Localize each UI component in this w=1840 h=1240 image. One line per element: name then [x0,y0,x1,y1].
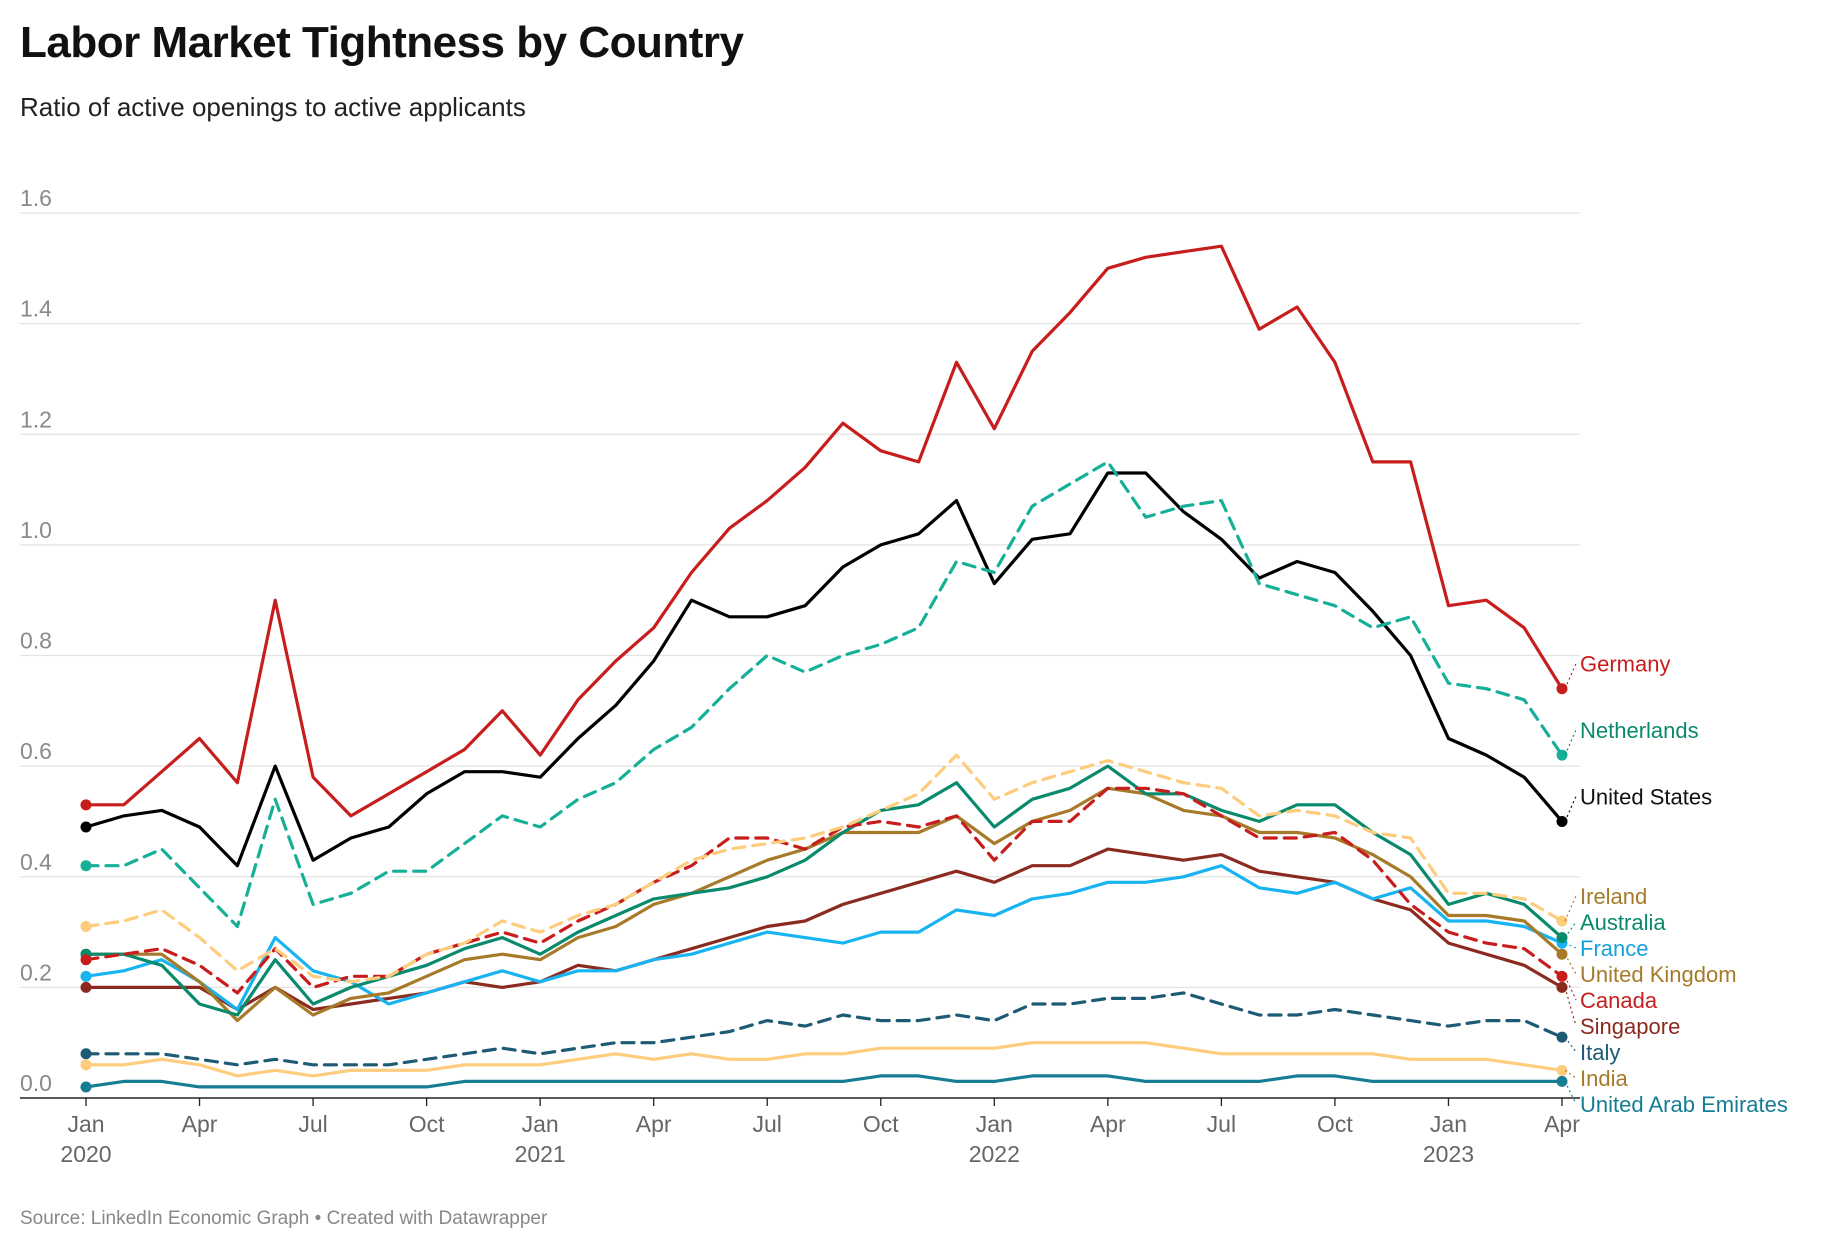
x-tick-label: Oct [863,1111,899,1137]
series-endpoint [1556,915,1568,927]
series-endpoint [80,799,92,811]
x-tick-label: Jul [753,1111,782,1137]
x-tick-label: Jul [298,1111,327,1137]
series-endpoint [1556,981,1568,993]
label-connector [1564,987,1577,1027]
series-line-singapore [84,847,1564,1012]
series-label-united-kingdom: United Kingdom [1580,962,1737,987]
x-axis: Jan 2020 Apr Jul Oct Jan 2021 Apr Jul Oct Jan 2022 A… [20,1097,1580,1167]
series-endpoint [1556,683,1568,695]
series-line-india [84,1041,1564,1078]
series-lines [80,244,1568,1093]
series-label-united-arab-emirates: United Arab Emirates [1580,1092,1788,1117]
series-label-germany: Germany [1580,652,1670,677]
label-connector [1564,895,1577,922]
x-tick-year-label: 2021 [515,1141,566,1167]
series-endpoint [1556,815,1568,827]
x-tick-label: Apr [1090,1111,1126,1137]
series-endpoint [80,954,92,966]
series-label-united-states: United States [1580,784,1712,809]
y-tick-label: 0.4 [20,849,52,875]
series-label-ireland: Ireland [1580,884,1647,909]
chart-title: Labor Market Tightness by Country [20,18,744,67]
y-tick-label: 0.6 [20,738,52,764]
series-label-australia: Australia [1580,910,1666,935]
series-endpoint [80,1048,92,1060]
x-tick-label: Jan [67,1111,104,1137]
series-label-india: India [1580,1066,1628,1091]
label-connector [1564,796,1577,822]
y-tick-label: 0.2 [20,959,52,985]
y-tick-label: 1.6 [20,185,52,211]
series-line-canada [84,786,1564,995]
x-tick-year-label: 2020 [60,1141,111,1167]
series-endpoint [1556,1075,1568,1087]
series-endpoint [80,1081,92,1093]
series-label-canada: Canada [1580,988,1658,1013]
x-tick-year-label: 2023 [1423,1141,1474,1167]
y-tick-label: 1.2 [20,406,52,432]
label-connector [1564,976,1577,1001]
label-connector [1564,1069,1577,1079]
series-endpoint [80,921,92,933]
label-connector [1564,1081,1577,1105]
gridlines [20,212,1580,989]
series-line-united-states [84,471,1564,868]
series-endpoint [1556,1064,1568,1076]
label-connector [1564,953,1577,975]
series-line-united-arab-emirates [84,1074,1564,1089]
x-tick-label: Apr [182,1111,218,1137]
series-endpoint [80,821,92,833]
y-tick-label: 1.0 [20,517,52,543]
x-tick-label: Jan [522,1111,559,1137]
series-line-netherlands [84,460,1564,929]
series-endpoint [80,1059,92,1071]
series-line-france [84,864,1564,1012]
y-tick-label: 1.4 [20,296,52,322]
series-line-australia [84,764,1564,1017]
series-endpoint [80,981,92,993]
x-tick-year-label: 2022 [969,1141,1020,1167]
series-endpoint [1556,970,1568,982]
series-line-germany [84,244,1564,818]
series-line-italy [84,991,1564,1067]
chart-source: Source: LinkedIn Economic Graph • Create… [20,1208,548,1229]
series-line-united-kingdom [84,786,1564,1023]
x-tick-label: Jan [1430,1111,1467,1137]
chart-subtitle: Ratio of active openings to active appli… [20,92,526,122]
series-labels: Germany Netherlands United States IrelandAu… [1564,652,1788,1117]
series-label-singapore: Singapore [1580,1014,1680,1039]
series-endpoint [1556,948,1568,960]
series-label-netherlands: Netherlands [1580,718,1699,743]
series-endpoint [80,970,92,982]
x-tick-label: Apr [1544,1111,1580,1137]
label-connector [1564,663,1577,689]
y-tick-label: 0.8 [20,628,52,654]
series-endpoint [1556,749,1568,761]
y-axis: 0.0 0.2 0.4 0.6 0.8 1.0 1.2 1.4 1.6 [20,185,52,1096]
label-connector [1564,942,1577,949]
series-endpoint [80,860,92,872]
label-connector [1564,1036,1577,1053]
x-tick-label: Jul [1207,1111,1236,1137]
series-endpoint [1556,1031,1568,1043]
x-tick-label: Oct [409,1111,445,1137]
series-endpoint [1556,932,1568,944]
y-tick-label: 0.0 [20,1070,52,1096]
series-label-italy: Italy [1580,1040,1620,1065]
x-tick-label: Jan [976,1111,1013,1137]
label-connector [1564,921,1577,938]
x-tick-label: Apr [636,1111,672,1137]
label-connector [1564,729,1577,756]
x-tick-label: Oct [1317,1111,1353,1137]
series-line-ireland [84,753,1564,984]
series-label-france: France [1580,936,1648,961]
